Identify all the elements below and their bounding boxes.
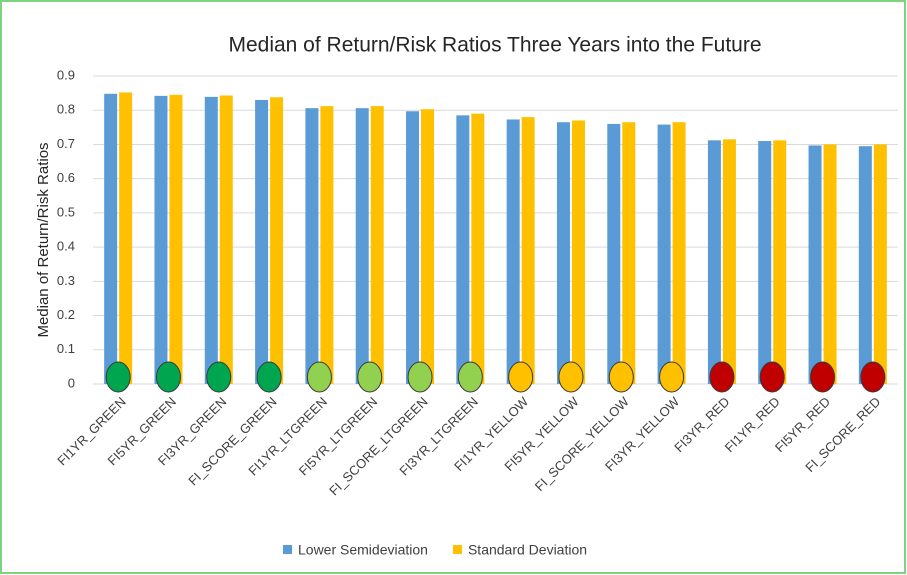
category-marker	[105, 361, 131, 393]
bar	[556, 122, 570, 384]
bar	[521, 117, 535, 385]
bar	[421, 109, 435, 384]
bar	[758, 141, 772, 384]
bar	[773, 140, 787, 384]
category-marker	[810, 361, 836, 393]
category-marker	[508, 361, 534, 393]
y-tick-label: 0.5	[57, 204, 75, 219]
bar	[119, 92, 133, 384]
y-tick-label: 0.6	[57, 170, 75, 185]
bar	[873, 144, 887, 384]
category-marker	[709, 361, 735, 393]
legend-label: Lower Semideviation	[298, 542, 428, 558]
bar	[255, 99, 269, 384]
category-marker	[206, 361, 232, 393]
bar	[355, 108, 369, 385]
y-tick-label: 0.7	[57, 136, 75, 151]
bar	[305, 108, 319, 385]
bar	[169, 94, 183, 385]
y-tick-label: 0.4	[57, 239, 75, 254]
bar	[607, 123, 621, 385]
bar	[657, 124, 671, 385]
bar	[154, 95, 168, 385]
category-marker	[407, 361, 433, 393]
y-axis-label: Median of Return/Risk Ratios	[35, 142, 52, 337]
legend-swatch	[283, 545, 292, 554]
y-tick-label: 0.2	[57, 307, 75, 322]
bar	[320, 106, 334, 385]
legend-label: Standard Deviation	[468, 542, 587, 558]
category-marker	[608, 361, 634, 393]
bar	[571, 120, 585, 384]
y-tick-label: 0	[68, 375, 75, 390]
bar	[471, 113, 485, 385]
category-marker	[357, 361, 383, 393]
y-tick-label: 0.8	[57, 102, 75, 117]
bar	[506, 119, 520, 384]
bar	[622, 122, 636, 384]
y-tick-label: 0.1	[57, 341, 75, 356]
bar	[707, 140, 721, 384]
category-marker	[659, 361, 685, 393]
category-marker	[860, 361, 886, 393]
category-marker	[256, 361, 282, 393]
category-marker	[759, 361, 785, 393]
legend-swatch	[452, 545, 462, 554]
bar	[219, 95, 233, 385]
y-tick-label: 0.3	[57, 273, 75, 288]
bar	[104, 93, 118, 384]
chart-title: Median of Return/Risk Ratios Three Years…	[228, 34, 761, 57]
bar	[808, 145, 822, 384]
category-marker	[306, 361, 332, 393]
bar	[456, 115, 470, 384]
bar	[270, 97, 284, 385]
bar	[370, 106, 384, 385]
y-tick-label: 0.9	[57, 67, 75, 82]
category-marker	[558, 361, 584, 393]
category-marker	[155, 361, 181, 393]
bar	[722, 139, 736, 384]
bar	[406, 111, 420, 384]
bar	[858, 146, 872, 384]
bar	[823, 144, 837, 384]
bar	[672, 122, 686, 384]
bar	[204, 96, 218, 385]
category-marker	[457, 361, 483, 393]
